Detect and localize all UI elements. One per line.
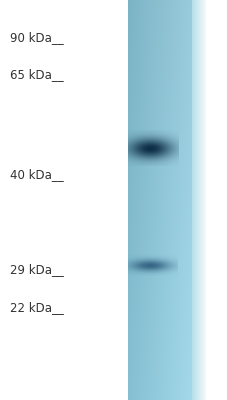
Text: 90 kDa__: 90 kDa__ <box>10 32 64 44</box>
Text: 65 kDa__: 65 kDa__ <box>10 68 64 82</box>
Text: 40 kDa__: 40 kDa__ <box>10 168 64 182</box>
Text: 29 kDa__: 29 kDa__ <box>10 264 64 276</box>
Text: 22 kDa__: 22 kDa__ <box>10 302 64 314</box>
